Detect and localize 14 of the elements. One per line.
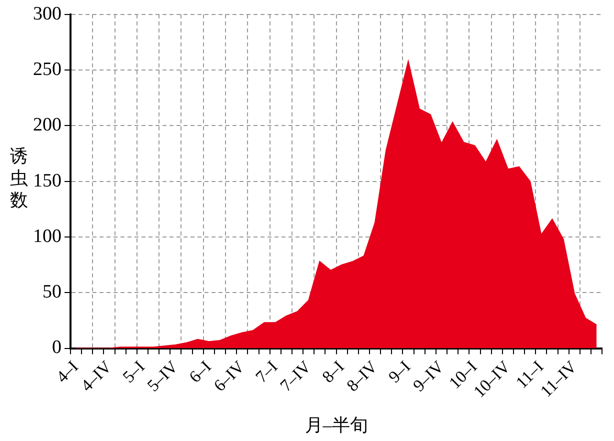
x-tick-label: 6–I (185, 356, 216, 386)
y-tick-label: 250 (33, 59, 62, 80)
x-tick-label: 5–I (119, 356, 149, 386)
y-tick-label: 150 (33, 170, 62, 192)
y-tick-label: 0 (52, 337, 62, 358)
x-tick-label: 4–I (52, 356, 82, 386)
x-tick-label: 9–I (384, 356, 414, 386)
x-axis-title: 月–半旬 (304, 414, 368, 435)
y-tick-label: 200 (33, 114, 62, 136)
y-tick-label: 50 (42, 282, 62, 303)
y-tick-label: 100 (33, 226, 62, 247)
x-tick-label: 8–I (318, 356, 348, 386)
y-axis-title: 诱虫数 (9, 145, 29, 211)
y-tick-label: 300 (33, 3, 62, 24)
